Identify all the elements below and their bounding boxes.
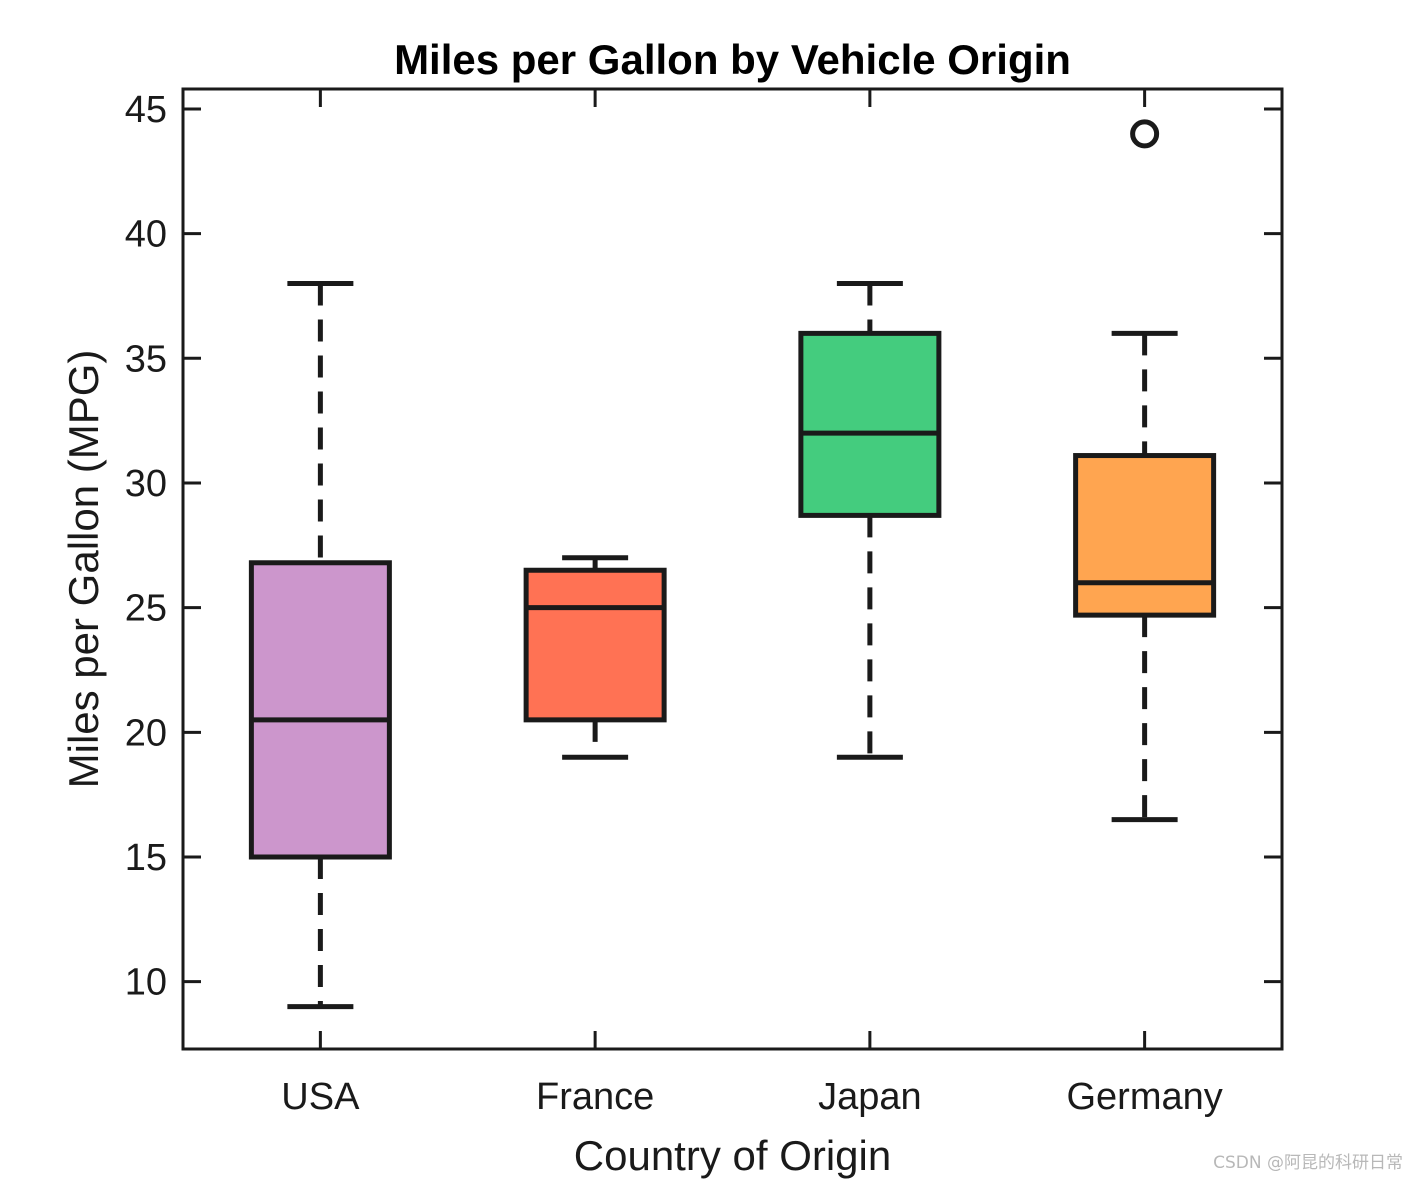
y-tick-label: 15 [125, 837, 167, 879]
box-usa [248, 560, 392, 860]
chart-title: Miles per Gallon by Vehicle Origin [394, 36, 1071, 83]
box-japan [798, 330, 942, 518]
y-tick-label: 45 [125, 89, 167, 131]
y-axis-label: Miles per Gallon (MPG) [60, 350, 107, 789]
y-tick-label: 10 [125, 962, 167, 1004]
x-axis-label: Country of Origin [574, 1132, 891, 1179]
y-tick-label: 35 [125, 338, 167, 380]
y-tick-label: 40 [125, 214, 167, 256]
y-tick-label: 25 [125, 588, 167, 630]
x-tick-label: USA [281, 1076, 360, 1118]
x-tick-label: France [536, 1076, 654, 1118]
box-france [523, 567, 667, 723]
y-tick-label: 20 [125, 712, 167, 754]
box-germany [1073, 453, 1217, 618]
x-tick-label: Germany [1066, 1076, 1222, 1118]
plot-frame [181, 87, 1284, 1051]
outlier-germany [1130, 119, 1160, 149]
y-tick-label: 30 [125, 463, 167, 505]
x-tick-label: Japan [818, 1076, 922, 1118]
watermark-text: CSDN @阿昆的科研日常 [1213, 1153, 1403, 1173]
